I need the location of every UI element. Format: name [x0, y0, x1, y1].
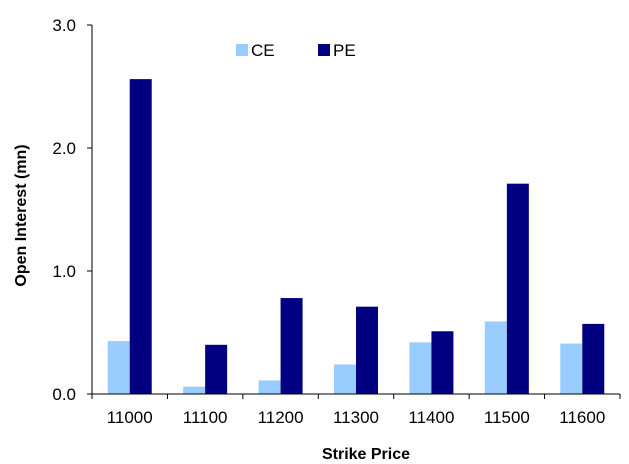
bar-pe-11100: [205, 344, 228, 394]
x-tick-label: 11000: [107, 408, 153, 427]
legend-swatch-ce: [236, 44, 248, 56]
x-axis-title: Strike Price: [322, 446, 410, 463]
bar-ce-11600: [560, 343, 583, 394]
bar-pe-11200: [280, 298, 303, 394]
bar-ce-11500: [484, 321, 507, 394]
bar-ce-11400: [409, 342, 432, 394]
bar-pe-11500: [506, 183, 529, 394]
x-tick-label: 11100: [183, 408, 228, 427]
x-tick-label: 11200: [258, 408, 304, 427]
bar-ce-11300: [334, 364, 356, 394]
y-tick-label: 3.0: [52, 16, 76, 35]
axes-group: 0.0 1.0 2.0 3.0 11000 11100 11200 11300 11400 115…: [52, 16, 621, 427]
bar-pe-11000: [129, 79, 152, 395]
legend-label-pe: PE: [333, 41, 356, 60]
x-tick-label: 11500: [484, 408, 530, 427]
bar-pe-11300: [356, 306, 378, 394]
x-tick-label: 11400: [408, 408, 454, 427]
bars-group: [107, 79, 605, 395]
y-tick-label: 2.0: [52, 139, 76, 158]
y-tick-label: 0.0: [52, 385, 76, 404]
x-tick-label: 11600: [559, 408, 605, 427]
legend-swatch-pe: [318, 44, 330, 56]
x-tick-label: 11300: [333, 408, 379, 427]
bar-pe-11600: [582, 323, 605, 394]
bar-ce-11200: [258, 380, 281, 394]
y-axis-title: Open Interest (mn): [13, 144, 30, 286]
legend-label-ce: CE: [251, 41, 275, 60]
y-tick-label: 1.0: [52, 262, 76, 281]
legend: CE PE: [236, 41, 356, 60]
y-axis-title-group: Open Interest (mn): [13, 144, 30, 286]
bar-pe-11400: [431, 331, 454, 394]
bar-ce-11000: [107, 341, 130, 394]
bar-ce-11100: [183, 386, 206, 394]
